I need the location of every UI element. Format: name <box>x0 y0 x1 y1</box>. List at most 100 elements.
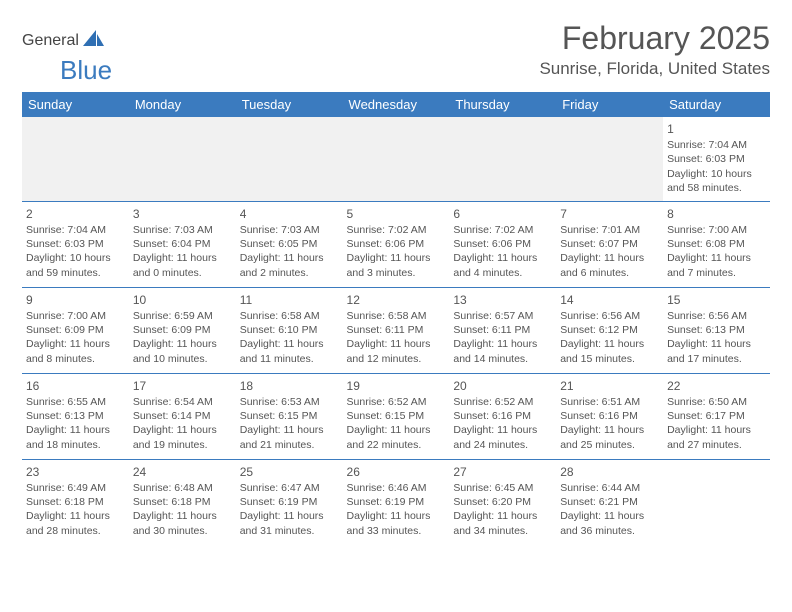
logo-text-general: General <box>22 32 79 50</box>
day-number: 14 <box>560 292 659 308</box>
day-number: 1 <box>667 121 766 137</box>
weekday-header: Sunday <box>22 92 129 117</box>
calendar-table: SundayMondayTuesdayWednesdayThursdayFrid… <box>22 92 770 545</box>
day-info: Sunrise: 6:47 AM Sunset: 6:19 PM Dayligh… <box>240 481 339 538</box>
day-number: 11 <box>240 292 339 308</box>
day-number: 16 <box>26 378 125 394</box>
weekday-header: Tuesday <box>236 92 343 117</box>
day-info: Sunrise: 7:02 AM Sunset: 6:06 PM Dayligh… <box>453 223 552 280</box>
day-info: Sunrise: 7:04 AM Sunset: 6:03 PM Dayligh… <box>667 138 766 195</box>
day-number: 13 <box>453 292 552 308</box>
day-info: Sunrise: 7:03 AM Sunset: 6:05 PM Dayligh… <box>240 223 339 280</box>
day-number: 3 <box>133 206 232 222</box>
calendar-day-cell: 27Sunrise: 6:45 AM Sunset: 6:20 PM Dayli… <box>449 459 556 545</box>
calendar-day-cell <box>236 117 343 201</box>
day-info: Sunrise: 7:02 AM Sunset: 6:06 PM Dayligh… <box>347 223 446 280</box>
calendar-day-cell <box>663 459 770 545</box>
calendar-week-row: 1Sunrise: 7:04 AM Sunset: 6:03 PM Daylig… <box>22 117 770 201</box>
day-number: 27 <box>453 464 552 480</box>
day-info: Sunrise: 6:49 AM Sunset: 6:18 PM Dayligh… <box>26 481 125 538</box>
day-info: Sunrise: 7:03 AM Sunset: 6:04 PM Dayligh… <box>133 223 232 280</box>
day-info: Sunrise: 6:59 AM Sunset: 6:09 PM Dayligh… <box>133 309 232 366</box>
weekday-header: Wednesday <box>343 92 450 117</box>
day-info: Sunrise: 7:00 AM Sunset: 6:08 PM Dayligh… <box>667 223 766 280</box>
calendar-day-cell <box>22 117 129 201</box>
logo-sail-icon <box>83 28 105 53</box>
calendar-day-cell: 2Sunrise: 7:04 AM Sunset: 6:03 PM Daylig… <box>22 201 129 287</box>
day-info: Sunrise: 7:04 AM Sunset: 6:03 PM Dayligh… <box>26 223 125 280</box>
day-number: 26 <box>347 464 446 480</box>
day-info: Sunrise: 6:52 AM Sunset: 6:15 PM Dayligh… <box>347 395 446 452</box>
weekday-header: Thursday <box>449 92 556 117</box>
calendar-week-row: 16Sunrise: 6:55 AM Sunset: 6:13 PM Dayli… <box>22 373 770 459</box>
day-number: 4 <box>240 206 339 222</box>
weekday-header: Monday <box>129 92 236 117</box>
day-number: 17 <box>133 378 232 394</box>
calendar-day-cell <box>556 117 663 201</box>
day-number: 19 <box>347 378 446 394</box>
day-number: 6 <box>453 206 552 222</box>
day-info: Sunrise: 6:46 AM Sunset: 6:19 PM Dayligh… <box>347 481 446 538</box>
day-info: Sunrise: 6:52 AM Sunset: 6:16 PM Dayligh… <box>453 395 552 452</box>
calendar-week-row: 23Sunrise: 6:49 AM Sunset: 6:18 PM Dayli… <box>22 459 770 545</box>
day-number: 2 <box>26 206 125 222</box>
day-info: Sunrise: 6:56 AM Sunset: 6:12 PM Dayligh… <box>560 309 659 366</box>
day-info: Sunrise: 7:00 AM Sunset: 6:09 PM Dayligh… <box>26 309 125 366</box>
calendar-day-cell: 9Sunrise: 7:00 AM Sunset: 6:09 PM Daylig… <box>22 287 129 373</box>
calendar-day-cell: 3Sunrise: 7:03 AM Sunset: 6:04 PM Daylig… <box>129 201 236 287</box>
day-number: 21 <box>560 378 659 394</box>
logo: General <box>22 28 85 53</box>
calendar-day-cell: 26Sunrise: 6:46 AM Sunset: 6:19 PM Dayli… <box>343 459 450 545</box>
day-info: Sunrise: 6:55 AM Sunset: 6:13 PM Dayligh… <box>26 395 125 452</box>
calendar-day-cell: 28Sunrise: 6:44 AM Sunset: 6:21 PM Dayli… <box>556 459 663 545</box>
calendar-day-cell: 25Sunrise: 6:47 AM Sunset: 6:19 PM Dayli… <box>236 459 343 545</box>
day-info: Sunrise: 6:44 AM Sunset: 6:21 PM Dayligh… <box>560 481 659 538</box>
day-number: 24 <box>133 464 232 480</box>
calendar-day-cell: 7Sunrise: 7:01 AM Sunset: 6:07 PM Daylig… <box>556 201 663 287</box>
day-number: 22 <box>667 378 766 394</box>
calendar-day-cell: 4Sunrise: 7:03 AM Sunset: 6:05 PM Daylig… <box>236 201 343 287</box>
day-number: 9 <box>26 292 125 308</box>
day-info: Sunrise: 6:50 AM Sunset: 6:17 PM Dayligh… <box>667 395 766 452</box>
calendar-day-cell: 24Sunrise: 6:48 AM Sunset: 6:18 PM Dayli… <box>129 459 236 545</box>
calendar-day-cell: 21Sunrise: 6:51 AM Sunset: 6:16 PM Dayli… <box>556 373 663 459</box>
calendar-day-cell: 13Sunrise: 6:57 AM Sunset: 6:11 PM Dayli… <box>449 287 556 373</box>
day-number: 25 <box>240 464 339 480</box>
calendar-day-cell: 8Sunrise: 7:00 AM Sunset: 6:08 PM Daylig… <box>663 201 770 287</box>
calendar-day-cell: 1Sunrise: 7:04 AM Sunset: 6:03 PM Daylig… <box>663 117 770 201</box>
day-number: 10 <box>133 292 232 308</box>
day-number: 12 <box>347 292 446 308</box>
weekday-header: Saturday <box>663 92 770 117</box>
calendar-day-cell: 16Sunrise: 6:55 AM Sunset: 6:13 PM Dayli… <box>22 373 129 459</box>
calendar-day-cell: 18Sunrise: 6:53 AM Sunset: 6:15 PM Dayli… <box>236 373 343 459</box>
logo-text-blue: Blue <box>60 55 112 85</box>
day-number: 8 <box>667 206 766 222</box>
day-info: Sunrise: 6:53 AM Sunset: 6:15 PM Dayligh… <box>240 395 339 452</box>
calendar-day-cell: 15Sunrise: 6:56 AM Sunset: 6:13 PM Dayli… <box>663 287 770 373</box>
location: Sunrise, Florida, United States <box>539 59 770 79</box>
calendar-day-cell <box>129 117 236 201</box>
month-title: February 2025 <box>539 20 770 57</box>
weekday-header-row: SundayMondayTuesdayWednesdayThursdayFrid… <box>22 92 770 117</box>
calendar-day-cell: 22Sunrise: 6:50 AM Sunset: 6:17 PM Dayli… <box>663 373 770 459</box>
calendar-day-cell: 17Sunrise: 6:54 AM Sunset: 6:14 PM Dayli… <box>129 373 236 459</box>
calendar-day-cell: 5Sunrise: 7:02 AM Sunset: 6:06 PM Daylig… <box>343 201 450 287</box>
day-number: 5 <box>347 206 446 222</box>
calendar-day-cell <box>449 117 556 201</box>
weekday-header: Friday <box>556 92 663 117</box>
day-number: 23 <box>26 464 125 480</box>
day-number: 18 <box>240 378 339 394</box>
day-info: Sunrise: 6:54 AM Sunset: 6:14 PM Dayligh… <box>133 395 232 452</box>
calendar-day-cell <box>343 117 450 201</box>
day-info: Sunrise: 6:51 AM Sunset: 6:16 PM Dayligh… <box>560 395 659 452</box>
calendar-day-cell: 10Sunrise: 6:59 AM Sunset: 6:09 PM Dayli… <box>129 287 236 373</box>
calendar-day-cell: 23Sunrise: 6:49 AM Sunset: 6:18 PM Dayli… <box>22 459 129 545</box>
day-info: Sunrise: 6:58 AM Sunset: 6:11 PM Dayligh… <box>347 309 446 366</box>
day-number: 28 <box>560 464 659 480</box>
day-number: 20 <box>453 378 552 394</box>
calendar-week-row: 9Sunrise: 7:00 AM Sunset: 6:09 PM Daylig… <box>22 287 770 373</box>
calendar-day-cell: 12Sunrise: 6:58 AM Sunset: 6:11 PM Dayli… <box>343 287 450 373</box>
day-info: Sunrise: 6:56 AM Sunset: 6:13 PM Dayligh… <box>667 309 766 366</box>
calendar-week-row: 2Sunrise: 7:04 AM Sunset: 6:03 PM Daylig… <box>22 201 770 287</box>
calendar-body: 1Sunrise: 7:04 AM Sunset: 6:03 PM Daylig… <box>22 117 770 545</box>
